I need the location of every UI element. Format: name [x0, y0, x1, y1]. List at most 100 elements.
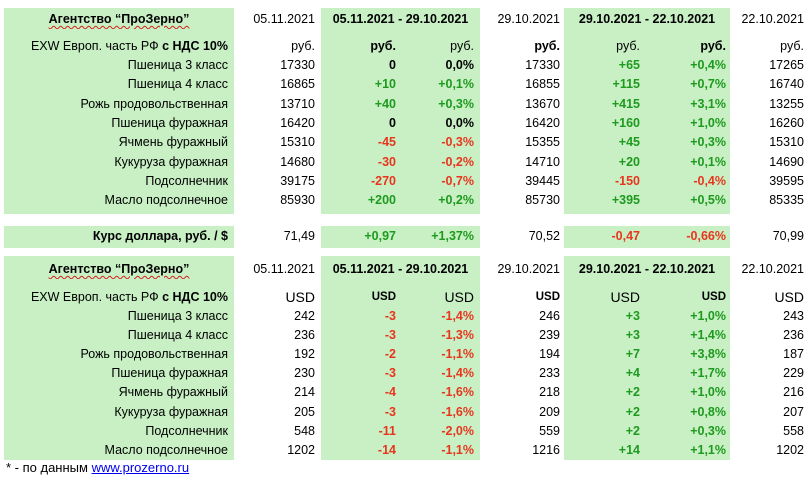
change-abs-1: -14 [377, 442, 396, 457]
period-2: 29.10.2021 - 22.10.2021 [578, 262, 716, 276]
change-pct-2: +0,1% [690, 154, 726, 169]
change-abs-2: +415 [611, 96, 640, 111]
table-row: Рожь продовольственная 13710 +40 +0,3% 13670… [4, 95, 806, 114]
commodity-name: Пшеница 3 класс [127, 58, 228, 72]
change-pct-1: -1,3% [441, 328, 474, 343]
table-row: Масло подсолнечное 1202 -14 -1,1% 1216 +14 +1,… [4, 441, 806, 460]
change-abs-2: +2 [625, 423, 640, 438]
change-pct-2: +0,7% [690, 77, 726, 92]
commodity-name: Пшеница фуражная [111, 366, 228, 381]
price-current: 16865 [280, 77, 315, 92]
change-abs-1: -3 [384, 309, 396, 323]
commodity-name: Кукуруза фуражная [114, 154, 228, 169]
price-prev2: 16260 [769, 115, 804, 130]
basis-label: EXW Европ. часть РФ с НДС 10% [30, 39, 228, 53]
table-row: Пшеница фуражная 16420 0 0,0% 16420 +160 +1,0%… [4, 114, 806, 133]
price-prev2: 207 [783, 404, 804, 419]
price-prev2: 85335 [769, 193, 804, 208]
dollar-rate-block: Курс доллара, руб. / $ 71,49 +0,97 +1,37… [4, 226, 806, 248]
commodity-name: Ячмень фуражный [118, 135, 228, 150]
change-pct-2: +0,8% [690, 404, 726, 419]
price-current: 14680 [280, 154, 315, 169]
table-row: Пшеница 4 класс 236 -3 -1,3% 239 +3 +1,4% 236 [4, 326, 806, 345]
change-abs-1: -3 [384, 366, 396, 381]
change-abs-1: +40 [374, 96, 396, 111]
rub-label-bg [4, 8, 234, 214]
change-pct-2: +1,0% [690, 115, 726, 130]
price-prev2: 13255 [769, 96, 804, 111]
change-abs-2: +20 [618, 154, 640, 169]
unit: USD [285, 289, 315, 305]
change-abs-1: -2 [384, 347, 396, 362]
rub-period2-bg [564, 8, 730, 214]
price-current: 230 [294, 366, 315, 381]
dollar-rate-label: Курс доллара, руб. / $ [92, 229, 228, 243]
commodity-name: Пшеница 4 класс [127, 77, 228, 92]
price-prev: 15355 [525, 135, 560, 150]
table-row: Подсолнечник 39175 -270 -0,7% 39445 -150 -0,4%… [4, 172, 806, 191]
price-current: 85930 [280, 193, 315, 208]
table-row: Пшеница 3 класс 17330 0 0,0% 17330 +65 +0,4% 17… [4, 56, 806, 75]
table-row: Подсолнечник 548 -11 -2,0% 559 +2 +0,3% 558 [4, 422, 806, 441]
table-row: Ячмень фуражный 214 -4 -1,6% 218 +2 +1,0% 216 [4, 383, 806, 402]
prozerno-link[interactable]: www.prozerno.ru [91, 460, 190, 475]
change-pct-1: -1,6% [441, 404, 474, 419]
price-prev: 1216 [532, 442, 560, 457]
price-prev2: 16740 [769, 77, 804, 92]
basis-label: EXW Европ. часть РФ с НДС 10% [30, 290, 228, 304]
change-pct-1: -0,2% [441, 154, 474, 169]
price-prev: 39445 [525, 173, 560, 188]
price-prev: 17330 [525, 58, 560, 72]
change-abs-1: 0 [389, 58, 396, 72]
unit: USD [610, 289, 640, 305]
commodity-name: Масло подсолнечное [104, 442, 228, 457]
date-prev2: 22.10.2021 [741, 262, 804, 276]
table-row: Рожь продовольственная 192 -2 -1,1% 194 +7 +3,… [4, 345, 806, 364]
price-current: 15310 [280, 135, 315, 150]
dollar-period1-bg [321, 226, 480, 248]
price-prev: 559 [539, 423, 560, 438]
unit: USD [774, 289, 804, 305]
change-pct-1: -2,0% [441, 423, 474, 438]
change-pct-2: +1,7% [690, 366, 726, 381]
commodity-name: Масло подсолнечное [104, 193, 228, 208]
dollar-p2: -0,66% [686, 229, 726, 243]
change-pct-2: +3,1% [690, 96, 726, 111]
date-prev: 29.10.2021 [497, 12, 560, 26]
dollar-prev2: 70,99 [772, 229, 804, 243]
price-prev: 16855 [525, 77, 560, 92]
change-pct-2: +1,1% [690, 442, 726, 457]
price-current: 205 [294, 404, 315, 419]
rub-header-row: Агентство “ПроЗерно” 05.11.2021 05.11.20… [4, 10, 806, 29]
price-prev2: 216 [783, 385, 804, 400]
change-abs-1: -45 [377, 135, 396, 150]
change-abs-1: -30 [377, 154, 396, 169]
change-abs-2: -150 [614, 173, 640, 188]
change-abs-2: +14 [618, 442, 640, 457]
dollar-d2: -0,47 [611, 229, 641, 243]
change-pct-1: 0,0% [445, 115, 475, 130]
change-pct-1: +0,3% [438, 96, 474, 111]
source-footnote: * - по данным www.prozerno.ru [6, 460, 189, 475]
price-prev2: 1202 [776, 442, 804, 457]
agency-title: Агентство “ПроЗерно” [48, 12, 190, 26]
date-current: 05.11.2021 [253, 12, 315, 26]
price-prev: 239 [539, 328, 560, 343]
change-abs-1: -11 [378, 423, 396, 438]
price-current: 16420 [280, 115, 315, 130]
table-row: Пшеница 3 класс 242 -3 -1,4% 246 +3 +1,0% 243 [4, 307, 806, 326]
price-current: 236 [294, 328, 315, 343]
commodity-name: Ячмень фуражный [118, 385, 228, 400]
usd-units-row: EXW Европ. часть РФ с НДС 10% USD USD US… [4, 288, 806, 307]
dollar-rate-row: Курс доллара, руб. / $ 71,49 +0,97 +1,37… [4, 227, 806, 246]
price-prev: 16420 [525, 115, 560, 130]
commodity-name: Кукуруза фуражная [114, 404, 228, 419]
change-abs-1: +10 [374, 77, 396, 92]
change-pct-2: -0,4% [693, 173, 726, 188]
usd-header-row: Агентство “ПроЗерно” 05.11.2021 05.11.20… [4, 260, 806, 279]
usd-period2-bg [564, 256, 730, 460]
unit: USD [535, 291, 560, 303]
change-abs-2: +4 [625, 366, 640, 381]
period-2: 29.10.2021 - 22.10.2021 [578, 12, 716, 26]
footnote-prefix: * - по данным [6, 460, 92, 475]
